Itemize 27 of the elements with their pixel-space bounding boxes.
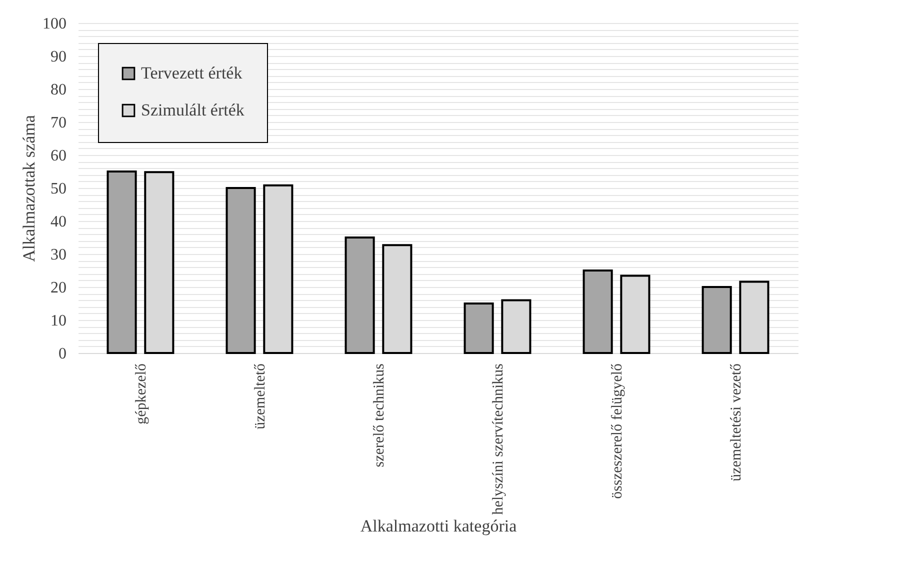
x-tick-label: összeszerelő felügyelő <box>610 364 626 499</box>
y-axis-title: Alkalmazottak száma <box>20 114 38 262</box>
bar <box>582 270 613 354</box>
x-tick-label: üzemeltető <box>252 364 268 430</box>
bar <box>344 236 375 354</box>
x-tick-label: gépkezelő <box>133 364 150 424</box>
y-tick-label: 20 <box>50 280 66 296</box>
y-tick-label: 0 <box>58 346 66 362</box>
legend-label: Tervezett érték <box>141 64 243 82</box>
y-tick-label: 90 <box>50 48 66 66</box>
bar <box>464 302 494 354</box>
x-tick-label: üzemeltetési vezető <box>728 364 745 482</box>
y-tick-label: 50 <box>50 180 66 198</box>
bar <box>702 286 732 354</box>
x-tick-label: helyszíni szervítechnikus <box>490 363 507 515</box>
y-tick-label: 100 <box>42 16 66 32</box>
y-tick-label: 30 <box>50 246 66 264</box>
y-tick-label: 40 <box>50 214 66 230</box>
y-tick-label: 60 <box>50 148 66 164</box>
y-tick-label: 70 <box>50 114 66 132</box>
legend-label: Szimulált érték <box>141 100 245 120</box>
x-tick-label: szerelő technikus <box>371 363 388 468</box>
bar <box>106 170 137 354</box>
bar <box>226 187 256 354</box>
y-tick-label: 10 <box>50 312 66 330</box>
x-axis-title: Alkalmazotti kategória <box>360 516 518 536</box>
y-tick-label: 80 <box>50 82 66 98</box>
